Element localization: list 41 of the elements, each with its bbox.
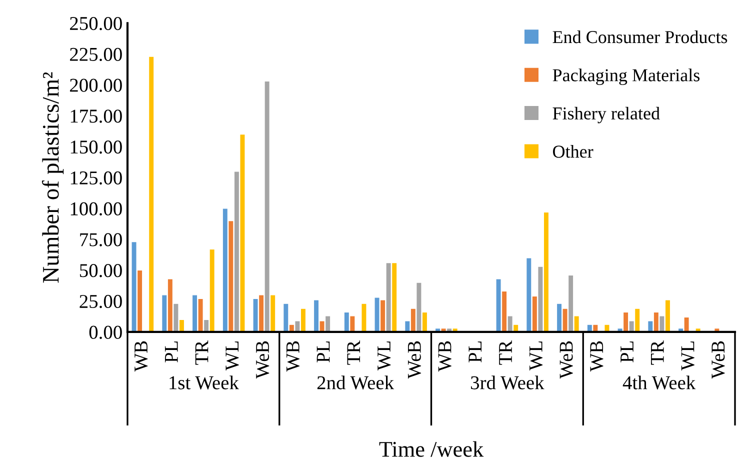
x-tick-label: WB <box>134 341 148 372</box>
y-tick-label: 100.00 <box>70 202 122 216</box>
y-tick-label: 25.00 <box>80 294 122 308</box>
y-tick-label: 175.00 <box>70 110 122 123</box>
x-tick-label: WeB <box>408 341 422 379</box>
x-tick-label: WL <box>226 341 239 371</box>
x-tick-label: TR <box>347 340 360 365</box>
y-tick-label: 0.00 <box>89 326 122 339</box>
y-tick-label: 125.00 <box>70 171 122 185</box>
y-tick-label: 75.00 <box>80 233 122 246</box>
x-tick-label: WB <box>286 341 300 372</box>
legend-label: Fishery related <box>552 106 660 124</box>
y-tick-label: 200.00 <box>70 78 122 92</box>
x-tick-label: PL <box>468 341 482 362</box>
y-tick-label: 50.00 <box>80 264 122 278</box>
y-tick-label: 150.00 <box>70 140 122 154</box>
x-tick-label: TR <box>499 340 512 365</box>
legend-label: End Consumer Products <box>552 30 728 44</box>
legend-label: Other <box>552 145 594 158</box>
x-tick-label: WL <box>530 341 543 371</box>
x-tick-label: WL <box>681 341 694 371</box>
x-tick-label: WeB <box>560 341 573 379</box>
x-tick-label: PL <box>316 341 330 362</box>
x-tick-label: WeB <box>256 341 270 379</box>
x-tick-label: WB <box>438 341 452 372</box>
x-tick-label: WeB <box>712 341 725 379</box>
x-tick-label: PL <box>165 341 178 362</box>
x-axis-title: Time /week <box>379 441 484 457</box>
y-tick-label: 250.00 <box>70 16 122 30</box>
y-axis-title: Number of plastics/m² <box>42 72 64 283</box>
legend-label: Packaging Materials <box>552 68 700 86</box>
x-tick-label: WL <box>378 341 391 371</box>
text: 1st Week <box>170 376 239 390</box>
x-tick-label: PL <box>620 341 634 362</box>
x-tick-label: TR <box>195 340 208 365</box>
x-tick-label: WB <box>590 341 604 372</box>
text: 4th Week <box>622 376 696 390</box>
x-tick-label: TR <box>651 340 664 365</box>
text: 2nd Week <box>317 376 394 390</box>
y-tick-label: 225.00 <box>70 48 122 62</box>
text: 3rd Week <box>471 376 544 390</box>
